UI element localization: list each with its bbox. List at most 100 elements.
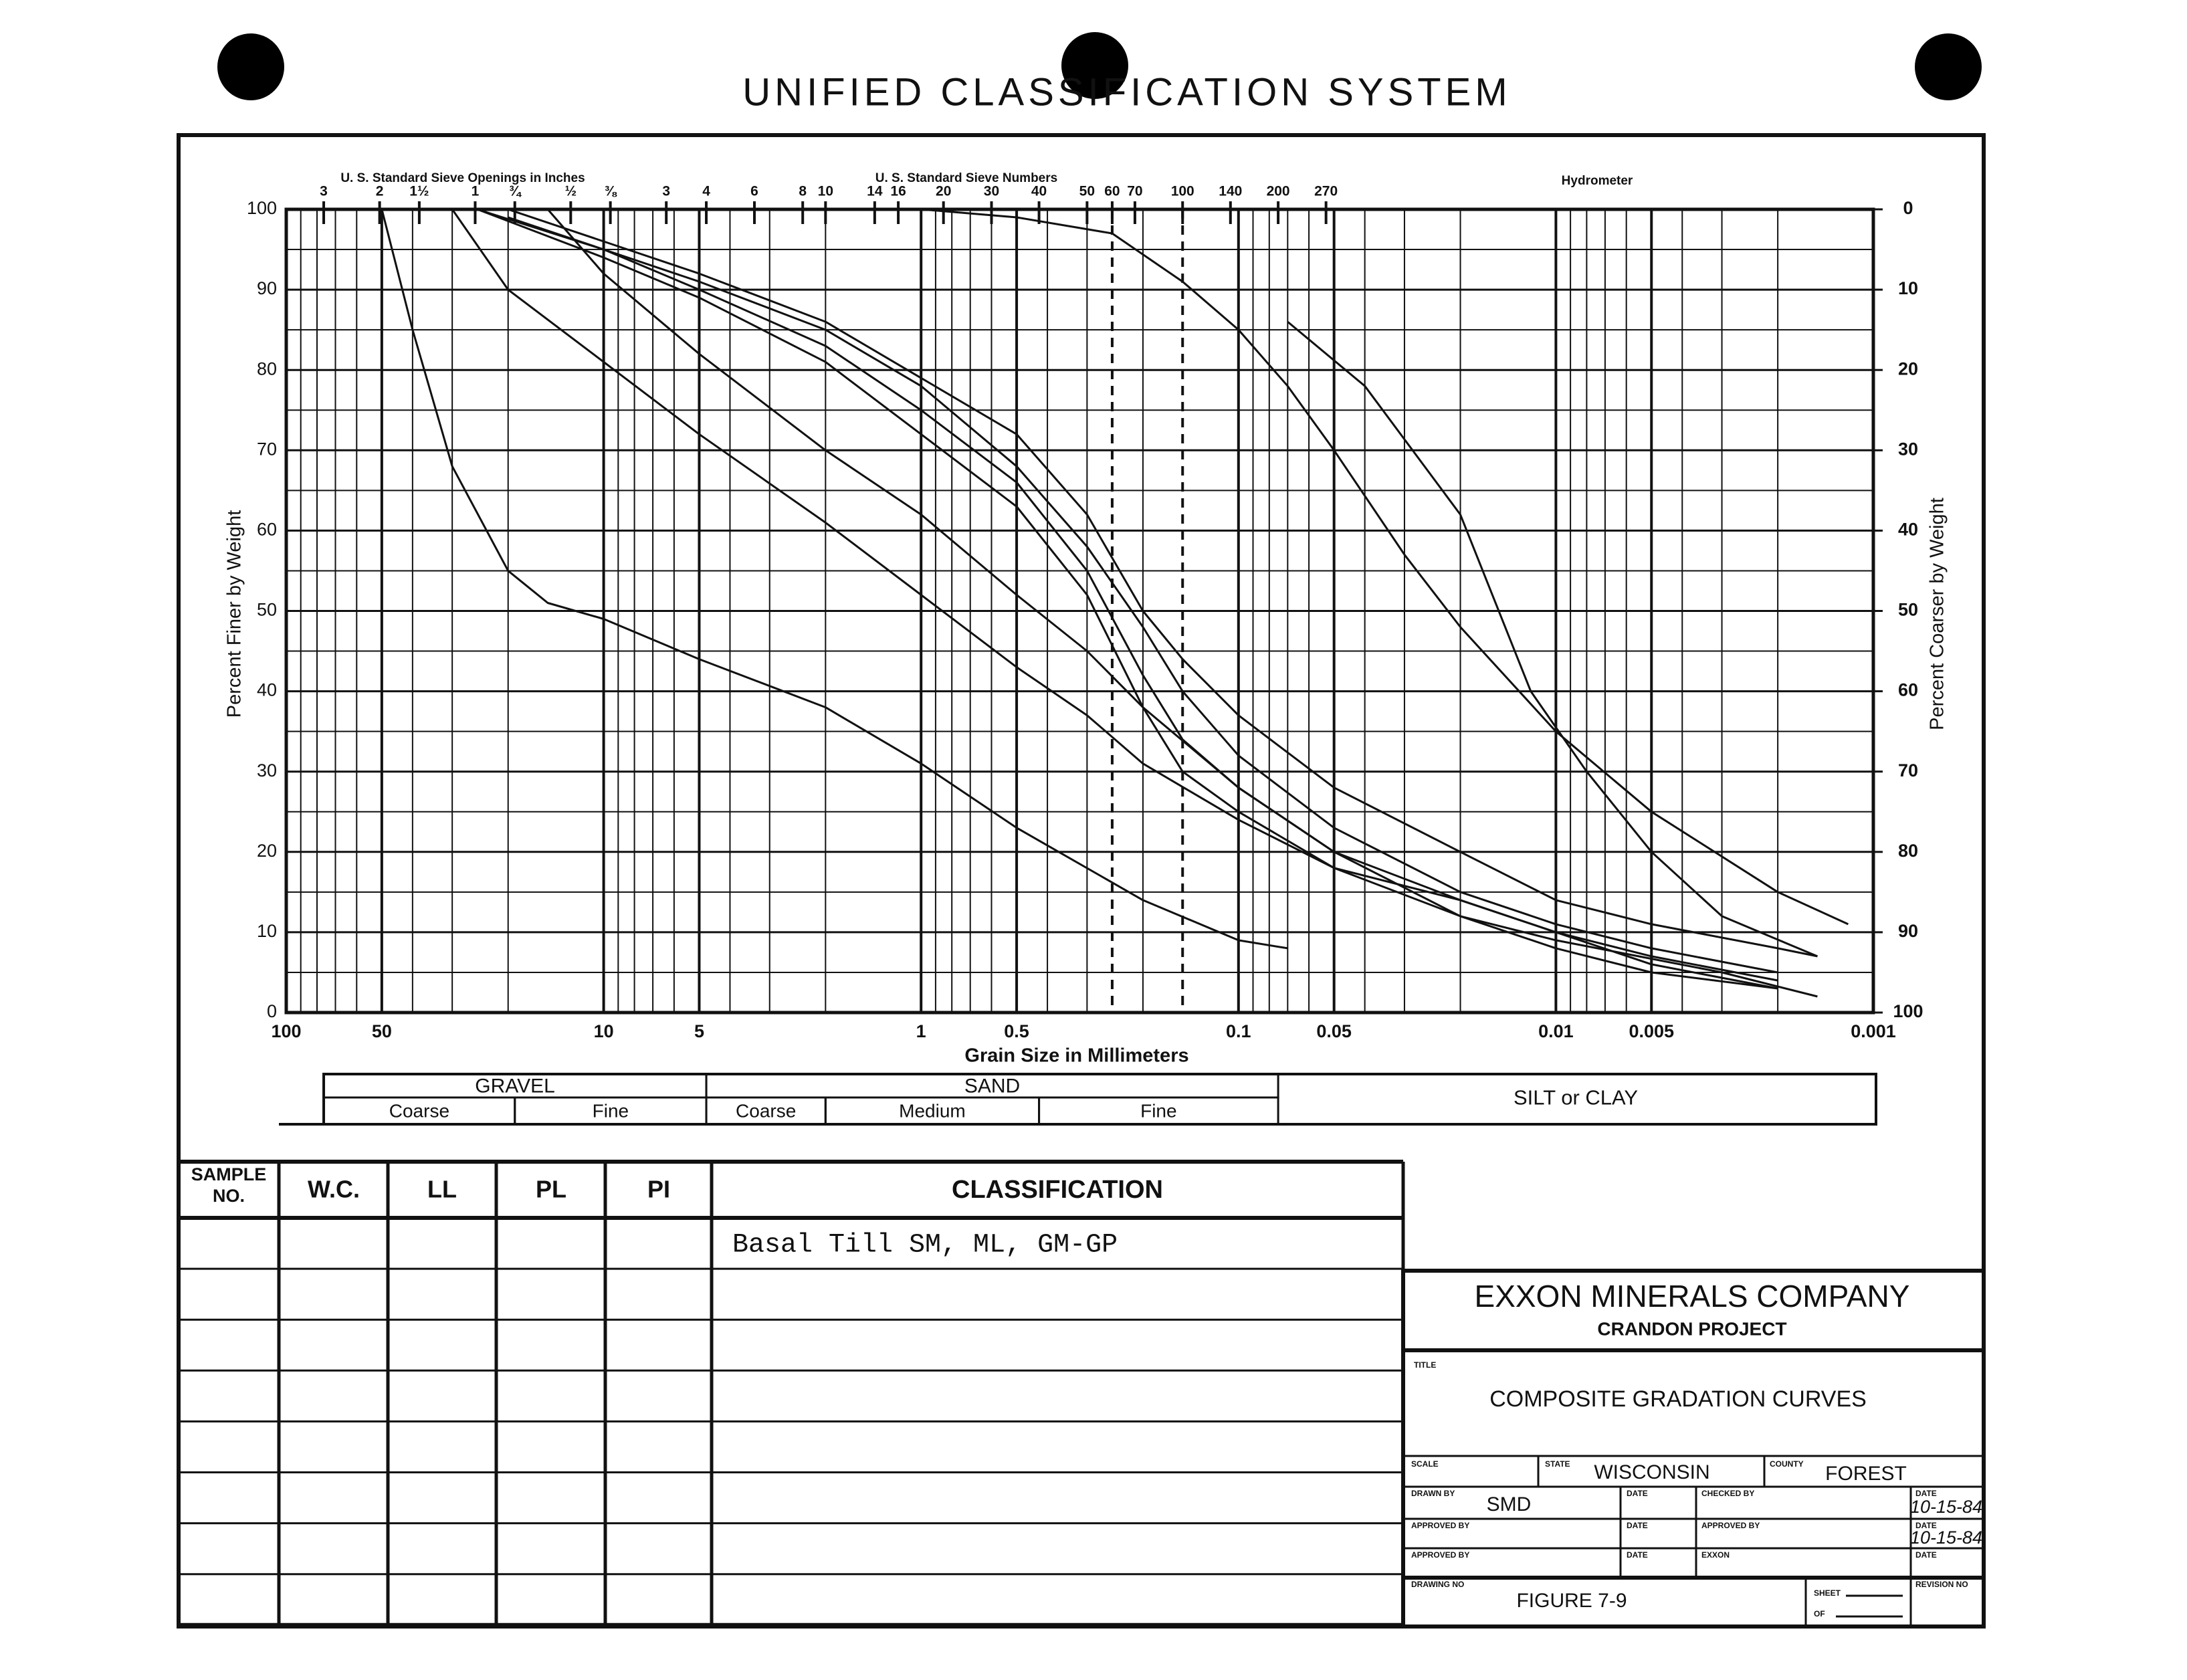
drawing-title: COMPOSITE GRADATION CURVES [1489, 1386, 1867, 1412]
sieve-number-label: U. S. Standard Sieve Numbers [875, 171, 1057, 185]
x-tick-label: 1 [916, 1021, 926, 1041]
y2-tick-label: 90 [1898, 921, 1918, 941]
sieve-inch-label: U. S. Standard Sieve Openings in Inches [340, 171, 585, 185]
sieve-tick-label: 1½ [409, 184, 429, 199]
y2-tick-label: 40 [1898, 520, 1918, 540]
y2-tick-label: 50 [1898, 600, 1918, 620]
field-label: APPROVED BY [1411, 1550, 1469, 1560]
y-tick-label: 30 [257, 760, 277, 780]
project: CRANDON PROJECT [1597, 1318, 1786, 1339]
classification-cell: Basal Till SM, ML, GM-GP [732, 1231, 1118, 1261]
sieve-tick-label: 14 [867, 184, 883, 199]
table-header: PI [647, 1176, 670, 1203]
y-tick-label: 40 [257, 680, 277, 700]
x-tick-label: 0.01 [1538, 1021, 1574, 1041]
company: EXXON MINERALS COMPANY [1475, 1279, 1910, 1314]
sieve-tick-label: 60 [1104, 184, 1120, 199]
field-label: SHEET [1814, 1588, 1841, 1598]
sieve-tick-label: ¾ [509, 184, 522, 199]
field-label: DATE [1915, 1489, 1937, 1498]
county: FOREST [1825, 1463, 1907, 1485]
x-tick-label: 0.5 [1004, 1021, 1029, 1041]
drawn-by: SMD [1487, 1493, 1532, 1515]
field-label: APPROVED BY [1411, 1521, 1469, 1530]
field-label: EXXON [1701, 1550, 1730, 1560]
y-tick-label: 70 [257, 439, 277, 459]
band-part-label: Coarse [736, 1100, 796, 1121]
sieve-tick-label: 140 [1219, 184, 1242, 199]
x-tick-label: 0.001 [1851, 1021, 1896, 1041]
band-frame [322, 1073, 1877, 1126]
field-label: CHECKED BY [1701, 1489, 1754, 1498]
gradation-curve [546, 209, 1778, 990]
band-group-label: SAND [964, 1075, 1020, 1097]
y-tick-label: 50 [257, 600, 277, 620]
y2-tick-label: 70 [1898, 760, 1918, 780]
sieve-tick-label: 16 [890, 184, 906, 199]
sieve-tick-label: 3 [662, 184, 670, 199]
plot-frame [284, 207, 1875, 1015]
band-part-label: Coarse [389, 1100, 449, 1121]
y2-tick-label: 80 [1898, 841, 1918, 861]
gradation-curve [381, 209, 1288, 950]
gradation-curve [477, 208, 1778, 974]
state: WISCONSIN [1594, 1461, 1709, 1483]
y-tick-label: 90 [257, 278, 277, 298]
field-label: DATE [1915, 1550, 1937, 1560]
gradation-curve [508, 208, 1818, 958]
sieve-tick-label: 6 [750, 184, 758, 199]
sieve-tick-label: 270 [1314, 184, 1338, 199]
field-label: APPROVED BY [1701, 1521, 1760, 1530]
y2-tick-label: 60 [1898, 680, 1918, 700]
table-header: CLASSIFICATION [952, 1176, 1163, 1204]
sieve-tick-label: 2 [376, 184, 384, 199]
y2-tick-label: 30 [1898, 439, 1918, 459]
punch-hole [1915, 33, 1982, 100]
field-label: OF [1814, 1609, 1825, 1618]
x-tick-label: 5 [694, 1021, 704, 1041]
sieve-tick-label: 100 [1171, 184, 1194, 199]
field-label: REVISION NO [1915, 1580, 1968, 1589]
field-label: DATE [1627, 1489, 1648, 1498]
y-tick-label: 20 [257, 841, 277, 861]
gradation-curve [1287, 320, 1818, 958]
sieve-tick-label: 200 [1267, 184, 1290, 199]
x-tick-label: 0.05 [1316, 1021, 1352, 1041]
sieve-tick-label: 30 [984, 184, 999, 199]
band-group-label: GRAVEL [475, 1075, 555, 1097]
approved-date: 10-15-84 [1910, 1528, 1982, 1548]
field-label: DATE [1627, 1550, 1648, 1560]
punch-hole [1061, 32, 1128, 99]
page-title: UNIFIED CLASSIFICATION SYSTEM [742, 70, 1511, 114]
fines-label: SILT or CLAY [1514, 1086, 1638, 1110]
sieve-tick-label: 3 [320, 184, 328, 199]
x-tick-label: 0.1 [1226, 1021, 1251, 1041]
field-label: STATE [1545, 1459, 1570, 1469]
hydrometer-label: Hydrometer [1562, 174, 1633, 188]
drawing-number: FIGURE 7-9 [1516, 1590, 1627, 1612]
y2-tick-label: 100 [1893, 1001, 1923, 1021]
table-header: W.C. [308, 1176, 360, 1203]
y-tick-label: 10 [257, 921, 277, 941]
table-header: SAMPLE [191, 1164, 267, 1184]
title-block: EXXON MINERALS COMPANY CRANDON PROJECT T… [1401, 1269, 1986, 1629]
band-part-label: Medium [899, 1100, 966, 1121]
title-block-frame [1401, 1269, 1986, 1629]
field-label: DRAWN BY [1411, 1489, 1455, 1498]
y-tick-label: 60 [257, 520, 277, 540]
x-tick-label: 50 [372, 1021, 392, 1041]
y2-tick-label: 0 [1903, 198, 1913, 218]
sieve-tick-label: 10 [818, 184, 833, 199]
x-tick-label: 0.005 [1629, 1021, 1674, 1041]
field-label: DRAWING NO [1411, 1580, 1464, 1589]
field-label: COUNTY [1770, 1459, 1804, 1469]
table-header: LL [427, 1176, 457, 1203]
sieve-tick-label: 50 [1079, 184, 1095, 199]
sieve-tick-label: ½ [565, 184, 577, 199]
field-label: DATE [1627, 1521, 1648, 1530]
sieve-tick-label: ⅜ [605, 184, 617, 199]
sieve-tick-label: 4 [702, 184, 710, 199]
checked-date: 10-15-84 [1910, 1497, 1982, 1517]
